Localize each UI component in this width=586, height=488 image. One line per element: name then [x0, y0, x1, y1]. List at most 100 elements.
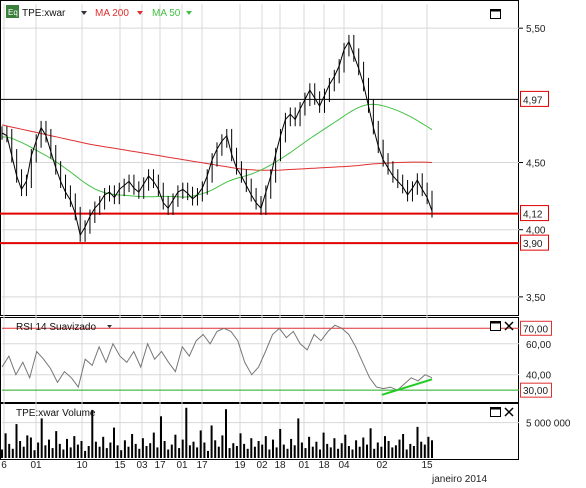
- volume-bar: [91, 409, 94, 458]
- price-maximize-icon[interactable]: [490, 9, 501, 19]
- volume-bar: [73, 436, 76, 458]
- x-tick-label: 03: [136, 460, 148, 471]
- x-tick-label: 02: [376, 460, 388, 471]
- volume-close-icon[interactable]: [504, 407, 514, 417]
- volume-bar: [279, 429, 282, 458]
- x-tick-label: 17: [154, 460, 166, 471]
- volume-bar: [423, 444, 426, 458]
- x-tick-label: 19: [234, 460, 246, 471]
- price-panel-frame: [0, 0, 519, 316]
- volume-bar: [232, 443, 235, 458]
- price-y-tick-label: 4,50: [526, 159, 546, 170]
- volume-bar: [329, 447, 332, 458]
- volume-bar: [11, 448, 14, 458]
- volume-bar: [8, 443, 11, 458]
- volume-bar: [228, 448, 231, 458]
- volume-bar: [185, 407, 188, 458]
- volume-maximize-icon[interactable]: [490, 407, 501, 417]
- ma200-dropdown-icon[interactable]: [137, 11, 143, 15]
- rsi-close-icon[interactable]: [504, 321, 514, 331]
- ma200-label[interactable]: MA 200: [95, 8, 129, 19]
- volume-bar: [412, 446, 415, 458]
- volume-bar: [203, 442, 206, 458]
- volume-bar: [264, 436, 267, 458]
- volume-bar: [141, 438, 144, 458]
- volume-bar: [55, 431, 58, 458]
- ma50-label[interactable]: MA 50: [152, 8, 181, 19]
- volume-bar: [253, 446, 256, 458]
- price-label: 3,90: [523, 239, 543, 250]
- volume-bar: [127, 446, 130, 458]
- volume-bar: [351, 449, 354, 458]
- volume-bar: [366, 444, 368, 458]
- equity-badge[interactable]: [6, 5, 19, 18]
- x-tick-label: 10: [76, 460, 88, 471]
- volume-bar: [145, 446, 148, 458]
- volume-bar: [250, 438, 253, 458]
- rsi-y-tick-label: 60,00: [526, 340, 551, 351]
- volume-bar: [304, 448, 307, 458]
- grid: [2, 4, 519, 458]
- volume-bar: [402, 434, 405, 458]
- axes: 6 01 10 15 03 17 01 17 19 02 18 01 18 04 02 15 5,50 4,50 4…: [0, 24, 571, 471]
- volume-bar: [149, 443, 152, 458]
- volume-bar: [340, 443, 343, 458]
- rsi-label[interactable]: RSI 14 Suavizado: [16, 322, 96, 333]
- rsi-maximize-icon[interactable]: [490, 321, 501, 331]
- rsi-level-box: [520, 320, 552, 336]
- volume-bar: [84, 450, 87, 458]
- volume-bar: [98, 446, 101, 458]
- volume-bar: [178, 448, 181, 458]
- volume-bar: [207, 450, 209, 458]
- volume-bar: [409, 443, 412, 458]
- volume-bar: [196, 447, 199, 458]
- volume-bar: [199, 430, 202, 458]
- volume-bar: [308, 436, 311, 458]
- volume-bar: [344, 434, 347, 458]
- volume-bar: [44, 445, 47, 458]
- volume-bar: [243, 443, 246, 458]
- ticker-dropdown-icon[interactable]: [81, 11, 87, 15]
- volume-bar: [275, 447, 278, 458]
- volume-plot: [1, 407, 433, 458]
- volume-label[interactable]: TPE:xwar Volume: [16, 408, 96, 419]
- price-label: 4,97: [523, 95, 543, 106]
- x-tick-label: 18: [318, 460, 330, 471]
- volume-bar: [80, 441, 83, 458]
- price-y-tick-label: 4,00: [526, 226, 546, 237]
- ma50-dropdown-icon[interactable]: [186, 11, 192, 15]
- volume-bar: [152, 432, 155, 458]
- volume-bar: [398, 439, 401, 458]
- volume-bar: [362, 437, 365, 458]
- x-tick-label: 04: [338, 460, 350, 471]
- volume-bar: [293, 445, 296, 458]
- volume-bar: [210, 425, 213, 458]
- volume-bar: [235, 446, 238, 458]
- volume-bar: [384, 436, 386, 458]
- ma50-line: [2, 103, 433, 198]
- volume-bar: [181, 439, 184, 458]
- volume-bar: [358, 446, 361, 458]
- volume-bar: [337, 448, 340, 458]
- ticker-label[interactable]: TPE:xwar: [22, 8, 66, 19]
- volume-bar: [431, 440, 433, 458]
- x-tick-label: 02: [256, 460, 268, 471]
- volume-bar: [160, 416, 162, 458]
- volume-bar: [217, 446, 220, 458]
- rsi-dropdown-icon[interactable]: [107, 325, 112, 328]
- volume-bar: [257, 441, 260, 458]
- volume-bar: [391, 447, 394, 458]
- volume-bar: [221, 435, 224, 458]
- volume-bar: [376, 442, 379, 458]
- rsi-level-label: 70,00: [523, 324, 548, 335]
- volume-bar: [33, 450, 36, 458]
- volume-bar: [4, 433, 7, 458]
- volume-bar: [380, 446, 383, 458]
- rsi-level-box: [520, 382, 552, 398]
- rsi-line: [1, 324, 433, 391]
- volume-bar: [290, 438, 293, 458]
- volume-bar: [239, 433, 242, 458]
- volume-bar: [188, 445, 191, 458]
- volume-bar: [297, 418, 300, 458]
